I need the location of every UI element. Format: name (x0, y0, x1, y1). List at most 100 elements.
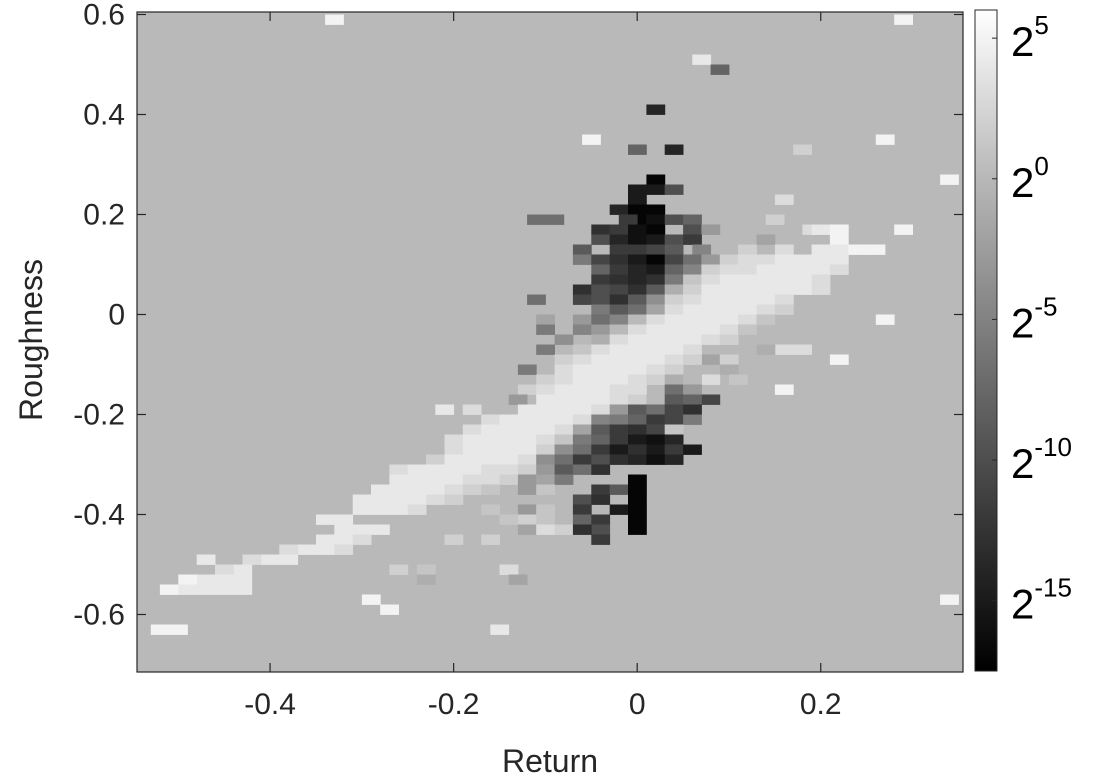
heatmap-cell (646, 254, 666, 265)
heatmap-cell (591, 254, 611, 265)
heatmap-cell (591, 264, 611, 275)
heatmap-cell (628, 454, 647, 465)
heatmap-cell (811, 274, 831, 285)
heatmap-cell (196, 574, 216, 585)
plot-area (137, 12, 963, 672)
heatmap-cell (609, 394, 629, 405)
heatmap-cell (701, 294, 721, 305)
heatmap-cell (325, 14, 344, 25)
heatmap-cell (811, 284, 831, 295)
heatmap-cell (719, 364, 739, 375)
heatmap-cell (940, 594, 959, 605)
heatmap-cell (628, 204, 647, 215)
heatmap-cell (536, 414, 555, 425)
heatmap-cell (536, 464, 555, 475)
heatmap-cell (738, 254, 757, 265)
heatmap-cell (407, 504, 427, 515)
heatmap-cell (554, 444, 574, 455)
heatmap-cell (774, 384, 794, 395)
heatmap-cell (536, 454, 555, 465)
heatmap-cell (554, 404, 574, 415)
heatmap-cell (701, 354, 721, 365)
heatmap-cell (499, 474, 519, 485)
heatmap-cell (591, 324, 611, 335)
heatmap-cell (683, 444, 702, 455)
heatmap-cell (894, 224, 913, 235)
heatmap-cell (811, 254, 831, 265)
heatmap-cell (536, 314, 555, 325)
heatmap-cell (499, 514, 519, 525)
heatmap-cell (774, 274, 794, 285)
heatmap-cell (738, 264, 757, 275)
heatmap-cell (517, 434, 537, 445)
heatmap-cell (609, 374, 629, 385)
heatmap-cell (444, 444, 464, 455)
heatmap-cell (664, 214, 684, 225)
heatmap-cell (499, 414, 519, 425)
heatmap-cell (426, 454, 445, 465)
colorbar-gradient (974, 9, 998, 672)
heatmap-cell (664, 234, 684, 245)
heatmap-cell (609, 404, 629, 415)
heatmap-cell (545, 214, 565, 225)
heatmap-cell (774, 304, 794, 315)
colorbar: 25 20 2-5 2-10 2-15 (974, 9, 1072, 672)
heatmap-cell (591, 304, 611, 315)
heatmap-cell (683, 224, 702, 235)
y-tick-label: 0.6 (83, 0, 125, 32)
heatmap-cell (866, 244, 886, 255)
heatmap-cell (407, 474, 427, 485)
heatmap-cell (215, 574, 234, 585)
heatmap-cell (664, 294, 684, 305)
heatmap-cell (793, 284, 812, 295)
heatmap-cell (664, 344, 684, 355)
heatmap-cell (646, 214, 666, 225)
heatmap-cell (334, 534, 354, 545)
heatmap-cell (517, 444, 537, 455)
heatmap-cell (756, 344, 776, 355)
heatmap-cell (646, 184, 666, 195)
heatmap-cell (196, 584, 216, 595)
heatmap-cell (719, 264, 739, 275)
heatmap-cell (591, 274, 611, 285)
heatmap-cell (407, 494, 427, 505)
x-axis-ticks: -0.4 -0.2 0 0.2 (244, 12, 842, 721)
heatmap-cell (591, 384, 611, 395)
heatmap-cell (334, 514, 354, 525)
heatmap-cell (178, 584, 198, 595)
heatmap-cell (389, 474, 409, 485)
colorbar-tick-label: 2-15 (1011, 573, 1072, 628)
heatmap-cell (572, 324, 592, 335)
heatmap-cell (646, 434, 666, 445)
heatmap-cell (572, 254, 592, 265)
heatmap-cell (609, 274, 629, 285)
heatmap-cell (536, 474, 555, 485)
heatmap-cell (756, 304, 776, 315)
heatmap-cell (628, 394, 647, 405)
heatmap-cell (371, 484, 390, 495)
heatmap-cell (591, 454, 611, 465)
heatmap-cell (481, 454, 500, 465)
heatmap-cell (756, 294, 776, 305)
heatmap-cell (646, 314, 666, 325)
heatmap-cell (233, 574, 253, 585)
heatmap-cell (664, 314, 684, 325)
heatmap-cell (499, 454, 519, 465)
heatmap-cell (334, 544, 354, 555)
heatmap-cell (646, 394, 666, 405)
heatmap-cell (517, 504, 537, 515)
heatmap-cell (591, 434, 611, 445)
heatmap-cell (628, 384, 647, 395)
y-tick-label: -0.6 (73, 599, 125, 632)
heatmap-cell (591, 224, 611, 235)
y-axis-label: Roughness (13, 259, 49, 421)
heatmap-cell (591, 524, 611, 535)
heatmap-cell (517, 514, 537, 525)
heatmap-cell (499, 564, 519, 575)
heatmap-cell (756, 234, 776, 245)
heatmap-cell (481, 504, 500, 515)
heatmap-cell (683, 254, 702, 265)
heatmap-cell (389, 504, 409, 515)
heatmap-cell (196, 554, 216, 565)
